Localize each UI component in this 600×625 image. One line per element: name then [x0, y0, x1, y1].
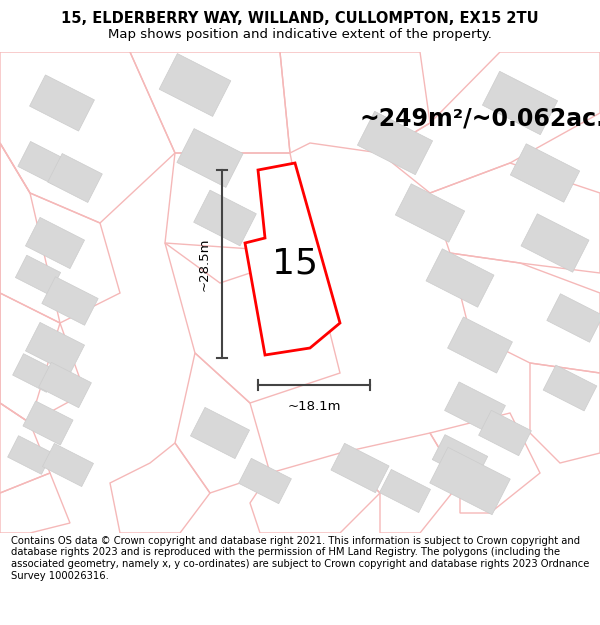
Polygon shape — [426, 249, 494, 308]
Polygon shape — [18, 141, 66, 184]
Polygon shape — [543, 365, 597, 411]
Polygon shape — [479, 410, 532, 456]
Polygon shape — [47, 154, 103, 202]
Polygon shape — [38, 362, 91, 408]
Polygon shape — [445, 382, 505, 434]
Polygon shape — [16, 255, 61, 295]
Text: ~249m²/~0.062ac.: ~249m²/~0.062ac. — [360, 106, 600, 130]
Polygon shape — [25, 217, 85, 269]
Polygon shape — [432, 434, 488, 481]
Polygon shape — [8, 436, 52, 474]
Polygon shape — [395, 184, 464, 242]
Polygon shape — [23, 401, 73, 445]
Polygon shape — [547, 294, 600, 343]
Polygon shape — [511, 144, 580, 202]
Polygon shape — [245, 163, 340, 355]
Polygon shape — [177, 129, 243, 188]
Polygon shape — [448, 317, 512, 373]
Polygon shape — [331, 443, 389, 493]
Polygon shape — [190, 408, 250, 459]
Polygon shape — [239, 458, 292, 504]
Polygon shape — [430, 448, 510, 515]
Polygon shape — [521, 214, 589, 272]
Text: ~18.1m: ~18.1m — [287, 401, 341, 414]
Polygon shape — [379, 469, 431, 512]
Text: Contains OS data © Crown copyright and database right 2021. This information is : Contains OS data © Crown copyright and d… — [11, 536, 589, 581]
Polygon shape — [482, 71, 557, 134]
Text: 15, ELDERBERRY WAY, WILLAND, CULLOMPTON, EX15 2TU: 15, ELDERBERRY WAY, WILLAND, CULLOMPTON,… — [61, 11, 539, 26]
Text: ~28.5m: ~28.5m — [197, 238, 211, 291]
Polygon shape — [13, 354, 58, 392]
Polygon shape — [25, 322, 85, 374]
Polygon shape — [194, 190, 256, 246]
Polygon shape — [42, 277, 98, 325]
Polygon shape — [159, 54, 231, 116]
Polygon shape — [29, 75, 94, 131]
Polygon shape — [358, 111, 433, 174]
Text: 15: 15 — [272, 246, 318, 280]
Text: Map shows position and indicative extent of the property.: Map shows position and indicative extent… — [108, 28, 492, 41]
Polygon shape — [43, 443, 94, 487]
